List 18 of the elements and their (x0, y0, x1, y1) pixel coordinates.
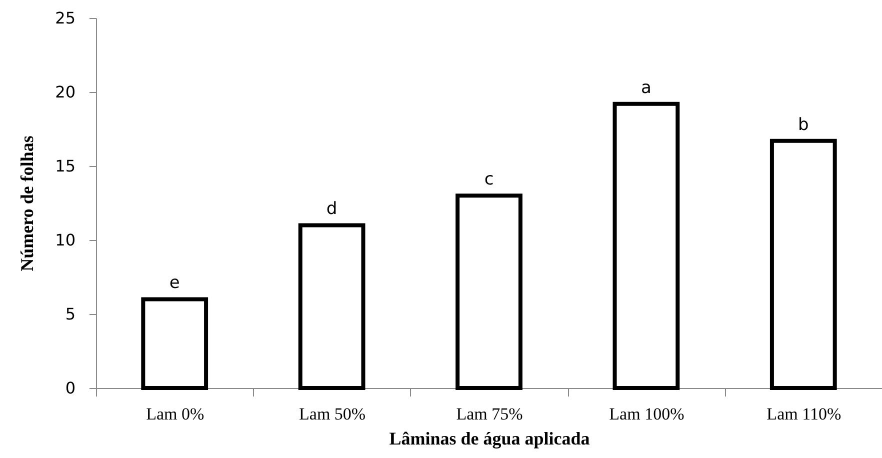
x-tick-label: Lam 110% (766, 404, 842, 424)
annotation: b (798, 114, 809, 135)
y-tick-label: 25 (55, 8, 76, 28)
annotation: a (640, 78, 652, 98)
x-tick-label: Lam 100% (609, 404, 684, 424)
x-tick-label: Lam 0% (146, 404, 204, 424)
x-tick-label: Lam 50% (299, 404, 366, 424)
y-tick-label: 5 (65, 304, 76, 324)
y-tick-label: 20 (55, 82, 76, 102)
y-tick-label: 10 (55, 230, 76, 250)
annotation: d (326, 199, 338, 220)
y-axis-title: Número de folhas (17, 136, 38, 272)
y-tick-label: 15 (55, 156, 76, 176)
annotation: e (169, 273, 180, 294)
y-tick-label: 0 (65, 378, 76, 398)
x-axis-title: Lâminas de água aplicada (389, 428, 590, 448)
x-tick-label: Lam 75% (456, 404, 523, 424)
annotation: c (484, 170, 494, 190)
